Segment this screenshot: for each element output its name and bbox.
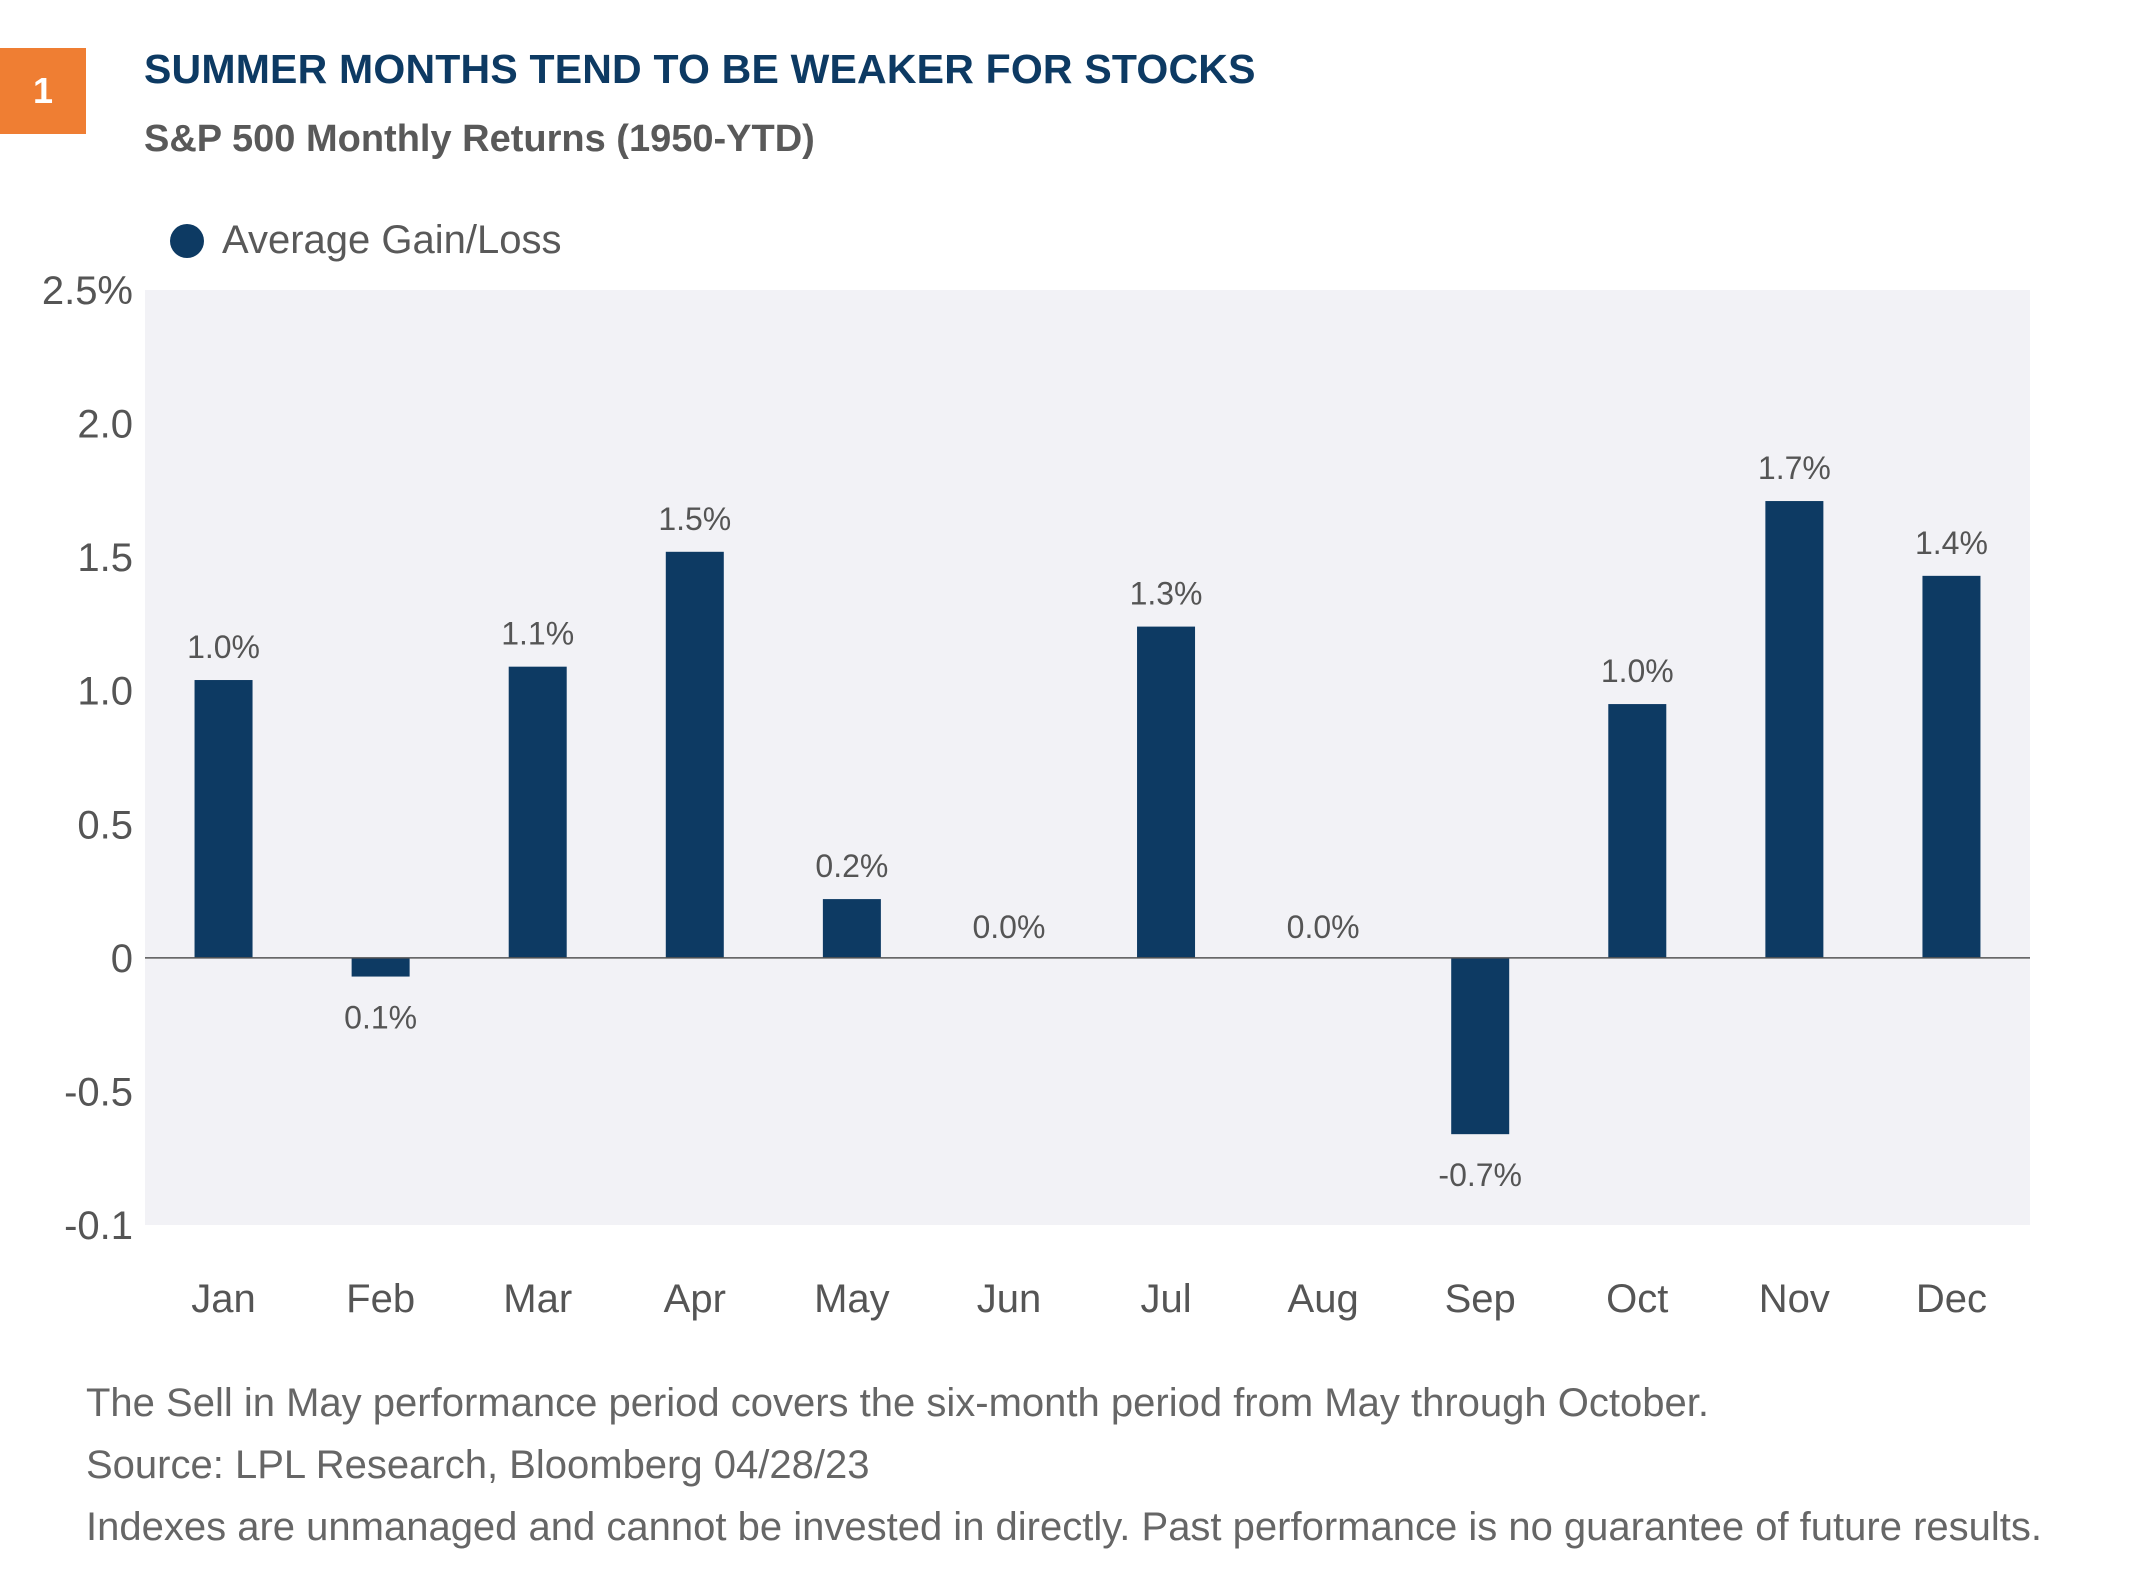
data-label: 1.7% bbox=[1758, 450, 1831, 486]
footnotes: The Sell in May performance period cover… bbox=[86, 1372, 2042, 1558]
y-tick-label: 2.0 bbox=[77, 403, 133, 447]
bar-nov bbox=[1765, 501, 1824, 958]
bar-may bbox=[822, 899, 881, 958]
bar-feb bbox=[351, 957, 410, 977]
y-tick-label: 1.0 bbox=[77, 670, 133, 714]
y-tick-label: 2.5% bbox=[42, 269, 133, 313]
bar-mar bbox=[508, 666, 567, 958]
x-tick-label: Apr bbox=[664, 1277, 726, 1321]
chart-subtitle: S&P 500 Monthly Returns (1950-YTD) bbox=[144, 118, 815, 160]
x-tick-label: Jan bbox=[191, 1277, 256, 1321]
bar-jul bbox=[1137, 626, 1196, 958]
x-tick-label: Feb bbox=[346, 1277, 415, 1321]
x-tick-label: Aug bbox=[1288, 1277, 1359, 1321]
chart-number-badge: 1 bbox=[0, 48, 86, 134]
x-tick-label: Jun bbox=[977, 1277, 1042, 1321]
data-label: 1.0% bbox=[187, 629, 260, 665]
x-tick-label: Jul bbox=[1140, 1277, 1191, 1321]
data-label: 1.3% bbox=[1130, 576, 1203, 612]
data-label: 1.0% bbox=[1601, 653, 1674, 689]
x-tick-label: Sep bbox=[1445, 1277, 1516, 1321]
footnote-disclaimer: Indexes are unmanaged and cannot be inve… bbox=[86, 1505, 2042, 1549]
bar-jan bbox=[194, 680, 253, 958]
data-label: 0.1% bbox=[344, 1000, 417, 1036]
data-label: 1.5% bbox=[658, 501, 731, 537]
y-tick-label: -0.1 bbox=[64, 1204, 133, 1248]
y-tick-label: 0 bbox=[111, 937, 133, 981]
data-label: 0.0% bbox=[972, 909, 1045, 945]
footnote-sell-in-may: The Sell in May performance period cover… bbox=[86, 1381, 1709, 1425]
x-tick-label: Oct bbox=[1606, 1277, 1668, 1321]
data-label: 1.1% bbox=[501, 616, 574, 652]
x-tick-label: May bbox=[814, 1277, 890, 1321]
data-label: -0.7% bbox=[1438, 1157, 1522, 1193]
y-tick-label: -0.5 bbox=[64, 1070, 133, 1114]
footnote-source: Source: LPL Research, Bloomberg 04/28/23 bbox=[86, 1443, 870, 1487]
y-tick-label: 0.5 bbox=[77, 803, 133, 847]
y-tick-label: 1.5 bbox=[77, 536, 133, 580]
x-tick-label: Dec bbox=[1916, 1277, 1987, 1321]
data-label: 0.0% bbox=[1287, 909, 1360, 945]
bar-chart: 2.5% 2.0 1.5 1.0 0.5 0 -0.5 -0.1 1.0% 0.1% 1.1% 1.5… bbox=[42, 269, 2030, 1321]
data-label: 1.4% bbox=[1915, 525, 1988, 561]
bar-dec bbox=[1922, 575, 1981, 958]
data-label: 0.2% bbox=[815, 848, 888, 884]
x-tick-label: Nov bbox=[1759, 1277, 1830, 1321]
legend-label: Average Gain/Loss bbox=[222, 218, 562, 262]
bar-sep bbox=[1451, 957, 1510, 1135]
chart-title: SUMMER MONTHS TEND TO BE WEAKER FOR STOC… bbox=[144, 46, 1256, 92]
bar-apr bbox=[665, 551, 724, 958]
bar-oct bbox=[1608, 704, 1667, 958]
chart-legend: Average Gain/Loss bbox=[170, 218, 561, 263]
x-tick-label: Mar bbox=[503, 1277, 572, 1321]
plot-area bbox=[145, 290, 2030, 1225]
legend-marker-icon bbox=[170, 223, 204, 258]
